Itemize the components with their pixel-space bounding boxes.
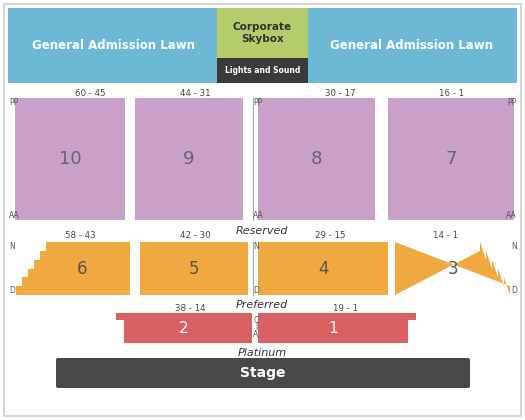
- Text: 42 - 30: 42 - 30: [180, 231, 211, 239]
- Text: AA: AA: [9, 211, 20, 220]
- Text: D: D: [9, 286, 15, 295]
- Text: 4: 4: [318, 260, 328, 278]
- Polygon shape: [16, 242, 130, 295]
- Text: AA: AA: [253, 211, 264, 220]
- Text: 3: 3: [448, 260, 458, 278]
- Text: A: A: [254, 330, 259, 339]
- Text: Reserved: Reserved: [236, 226, 288, 236]
- Text: Platinum: Platinum: [237, 348, 287, 358]
- Text: D: D: [253, 286, 259, 295]
- Text: 60 - 45: 60 - 45: [75, 89, 106, 97]
- Text: 5: 5: [189, 260, 200, 278]
- Bar: [140, 242, 248, 295]
- Text: 29 - 15: 29 - 15: [315, 231, 345, 239]
- Text: General Admission Lawn: General Admission Lawn: [32, 39, 194, 52]
- Text: Lights and Sound: Lights and Sound: [225, 66, 300, 75]
- Text: 8: 8: [310, 150, 322, 168]
- Text: 1: 1: [328, 320, 338, 336]
- Bar: [258, 98, 375, 220]
- Polygon shape: [258, 313, 416, 343]
- Bar: [217, 8, 308, 58]
- Bar: [15, 98, 125, 220]
- Text: Preferred: Preferred: [236, 300, 288, 310]
- Text: 10: 10: [59, 150, 81, 168]
- Text: 9: 9: [183, 150, 195, 168]
- Bar: [8, 8, 240, 83]
- Text: 58 - 43: 58 - 43: [65, 231, 96, 239]
- Polygon shape: [395, 242, 510, 295]
- Text: Stage: Stage: [240, 366, 286, 380]
- Text: Corporate
Skybox: Corporate Skybox: [233, 22, 292, 44]
- Bar: [258, 242, 388, 295]
- Text: I: I: [255, 323, 257, 332]
- Text: AA: AA: [506, 211, 517, 220]
- Text: N: N: [511, 242, 517, 251]
- Text: 6: 6: [77, 260, 87, 278]
- Polygon shape: [116, 313, 252, 343]
- Text: 30 - 17: 30 - 17: [324, 89, 355, 97]
- Text: 2: 2: [179, 320, 189, 336]
- Bar: [305, 8, 517, 83]
- Text: N: N: [9, 242, 15, 251]
- Text: N: N: [253, 242, 259, 251]
- Text: 16 - 1: 16 - 1: [439, 89, 465, 97]
- Bar: [217, 58, 308, 83]
- FancyBboxPatch shape: [56, 358, 470, 388]
- Text: 38 - 14: 38 - 14: [175, 304, 205, 312]
- Text: PP: PP: [9, 98, 18, 107]
- Text: 44 - 31: 44 - 31: [180, 89, 211, 97]
- Text: C: C: [254, 316, 259, 325]
- Text: D: D: [511, 286, 517, 295]
- Bar: [135, 98, 243, 220]
- Text: General Admission Lawn: General Admission Lawn: [330, 39, 492, 52]
- Text: PP: PP: [508, 98, 517, 107]
- Text: 14 - 1: 14 - 1: [434, 231, 458, 239]
- Text: 19 - 1: 19 - 1: [332, 304, 358, 312]
- Bar: [388, 98, 514, 220]
- Text: PP: PP: [253, 98, 262, 107]
- Text: 7: 7: [445, 150, 457, 168]
